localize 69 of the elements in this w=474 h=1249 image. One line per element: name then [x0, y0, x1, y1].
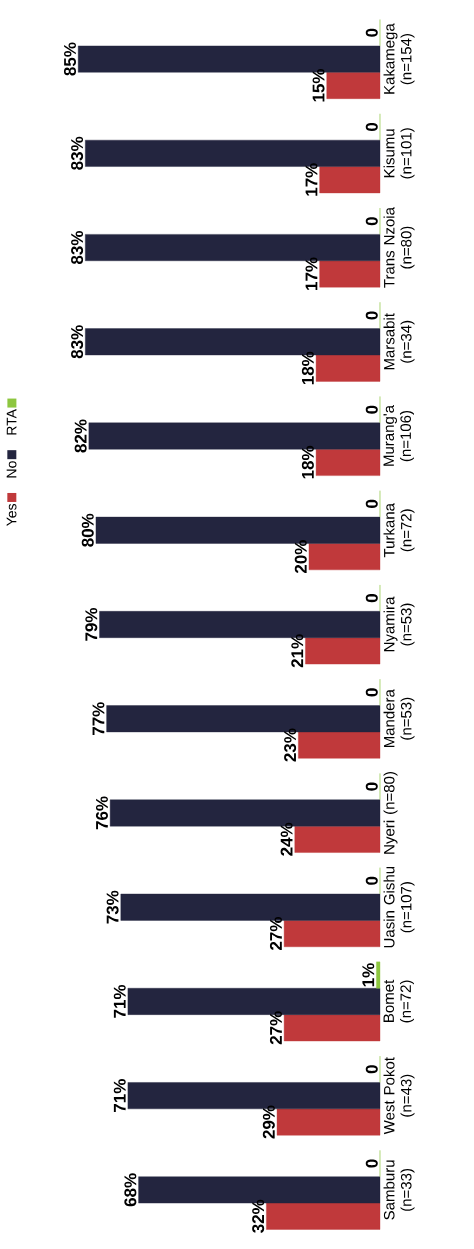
y-tick-label: Kisumu (n=101): [383, 128, 415, 179]
data-label: 27%: [269, 917, 282, 950]
data-label: 0: [365, 28, 378, 37]
y-tick-label: Mandera (n=53): [383, 689, 415, 748]
y-tick-label: Nyeri (n=80): [383, 772, 398, 854]
data-label: 68%: [124, 1173, 137, 1207]
bar: [319, 260, 381, 288]
y-tick-label: Kakamega (n=154): [383, 23, 415, 94]
data-label: 24%: [280, 822, 293, 856]
data-label: 0: [365, 876, 378, 885]
data-label: 32%: [252, 1199, 265, 1233]
data-label: 18%: [301, 445, 314, 479]
data-label: 82%: [74, 419, 87, 453]
data-label: 76%: [95, 796, 108, 830]
data-label: 80%: [81, 513, 94, 547]
data-label: 73%: [106, 890, 119, 924]
y-tick-label: Trans Nzoia (n=80): [383, 207, 415, 288]
data-label: 29%: [262, 1105, 275, 1139]
y-tick-label: West Pokot (n=43): [383, 1057, 415, 1135]
data-label: 18%: [301, 351, 314, 385]
y-tick-label: Bomet (n=72): [383, 979, 414, 1023]
data-label: 79%: [85, 607, 98, 641]
data-label: 27%: [269, 1011, 282, 1045]
bar: [315, 354, 381, 382]
bar: [266, 1202, 381, 1230]
data-label: 15%: [312, 68, 325, 102]
data-label: 71%: [113, 1079, 126, 1112]
bar: [308, 543, 381, 571]
bar: [319, 166, 381, 194]
data-label: 85%: [63, 42, 77, 76]
bar: [294, 825, 381, 853]
bar: [298, 731, 381, 759]
legend-label: RTA: [6, 409, 17, 435]
data-label: 77%: [92, 702, 105, 736]
data-label: 0: [365, 688, 378, 697]
data-label: 83%: [71, 325, 84, 359]
y-tick-label: Nyamira (n=53): [383, 596, 415, 652]
data-label: 17%: [305, 257, 318, 290]
bar: [276, 1108, 381, 1136]
y-tick-label: Turkana (n=72): [383, 503, 415, 558]
y-tick-label: Murang'a (n=106): [383, 405, 414, 466]
bar: [376, 961, 381, 989]
data-label: 0: [365, 1159, 378, 1168]
bar: [283, 920, 381, 947]
y-tick-label: Marsabit (n=34): [383, 313, 415, 370]
data-label: 21%: [291, 634, 304, 668]
data-label: 0: [365, 499, 378, 508]
data-label: 83%: [71, 231, 84, 265]
data-label: 0: [365, 311, 378, 320]
y-tick-label: Uasin Gishu (n=107): [383, 866, 415, 948]
data-label: 23%: [284, 728, 297, 762]
y-tick-label: Samburu (n=33): [383, 1160, 415, 1220]
data-label: 0: [365, 594, 378, 603]
data-label: 17%: [305, 163, 318, 196]
data-label: 0: [365, 217, 378, 226]
bar: [283, 1014, 381, 1042]
data-label: 83%: [71, 136, 84, 170]
data-label: 0: [365, 1065, 378, 1074]
data-label: 0: [365, 405, 378, 414]
legend-label: Yes: [6, 503, 17, 526]
bar: [315, 449, 381, 476]
legend-label: No: [6, 461, 17, 478]
bar: [326, 72, 381, 99]
data-label: 20%: [294, 540, 307, 574]
data-label: 71%: [113, 984, 126, 1018]
data-label: 1%: [362, 963, 375, 987]
bar: [305, 637, 381, 665]
data-label: 0: [365, 122, 378, 132]
data-label: 0: [365, 782, 378, 791]
